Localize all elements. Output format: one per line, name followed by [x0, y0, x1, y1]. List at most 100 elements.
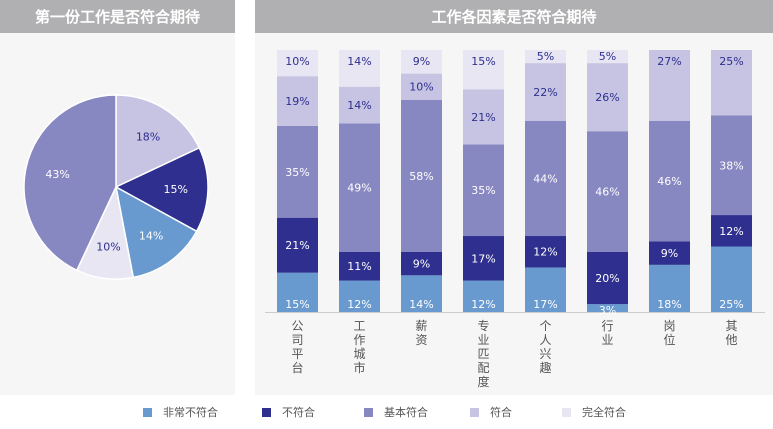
bar-value-label: 35%	[285, 166, 309, 179]
bar-segment-符合	[525, 63, 566, 121]
bar-segment-符合	[339, 86, 380, 124]
x-tick-label: 兴	[539, 347, 551, 361]
bar-segment-完全符合	[587, 50, 628, 64]
x-tick-label: 行	[601, 319, 613, 333]
bar-value-label: 12%	[471, 298, 495, 311]
legend-item: 符合	[470, 404, 512, 420]
x-tick-label: 城	[353, 347, 365, 361]
legend-swatch	[562, 407, 571, 417]
x-tick-label: 岗	[663, 319, 675, 333]
bar-value-label: 14%	[347, 55, 371, 68]
x-tick-label: 度	[477, 374, 489, 389]
bar-segment-非常不符合	[525, 267, 566, 312]
legend-swatch	[262, 407, 271, 417]
bar-value-label: 25%	[719, 298, 743, 311]
bar-value-label: 9%	[661, 247, 678, 260]
bar-value-label: 27%	[657, 55, 681, 68]
bar-value-label: 17%	[533, 298, 557, 311]
x-tick-label: 个	[539, 319, 551, 333]
bar-segment-符合	[587, 63, 628, 132]
bar-value-label: 25%	[719, 55, 743, 68]
bar-value-label: 21%	[471, 111, 495, 124]
bar-value-label: 38%	[719, 159, 743, 172]
bar-segment-非常不符合	[711, 246, 752, 312]
bar-value-label: 10%	[285, 55, 309, 68]
bar-segment-非常不符合	[649, 264, 690, 312]
bar-segment-基本符合	[463, 144, 504, 237]
legend: 非常不符合 不符合 基本符合 符合 完全符合	[0, 404, 773, 424]
x-tick-label: 市	[353, 360, 365, 375]
x-tick-label: 资	[415, 333, 427, 347]
bar-value-label: 14%	[347, 99, 371, 112]
bar-value-label: 49%	[347, 182, 371, 195]
bar-segment-不符合	[649, 241, 690, 265]
bar-segment-符合	[649, 50, 690, 121]
bar-value-label: 22%	[533, 86, 557, 99]
bar-segment-基本符合	[649, 120, 690, 242]
bar-segment-不符合	[587, 251, 628, 305]
bar-value-label: 18%	[657, 298, 681, 311]
bar-segment-不符合	[463, 236, 504, 281]
legend-swatch	[364, 407, 373, 417]
x-tick-label: 位	[663, 332, 675, 347]
bar-segment-符合	[463, 89, 504, 145]
pie-label: 18%	[136, 131, 160, 144]
pie-slice-基本符合	[23, 94, 117, 272]
pie-label: 15%	[164, 183, 188, 196]
bar-value-label: 5%	[537, 50, 554, 63]
bar-value-label: 17%	[471, 252, 495, 265]
bar-segment-基本符合	[401, 99, 442, 252]
legend-label: 基本符合	[384, 406, 428, 419]
legend-item: 非常不符合	[143, 404, 218, 420]
pie-slice-非常不符合	[114, 185, 198, 279]
x-tick-label: 他	[725, 333, 737, 347]
bar-value-label: 46%	[657, 175, 681, 188]
x-tick-label: 工	[353, 319, 365, 333]
bar-value-label: 19%	[285, 95, 309, 108]
bar-segment-不符合	[277, 217, 318, 273]
legend-item: 完全符合	[562, 404, 626, 420]
bar-segment-非常不符合	[463, 280, 504, 312]
bar-segment-完全符合	[401, 50, 442, 74]
legend-label: 非常不符合	[163, 406, 218, 419]
bar-value-label: 12%	[719, 225, 743, 238]
bar-value-label: 21%	[285, 239, 309, 252]
bar-value-label: 46%	[595, 185, 619, 198]
bar-value-label: 12%	[347, 298, 371, 311]
bar-segment-基本符合	[339, 123, 380, 252]
x-tick-label: 匹	[477, 347, 489, 361]
x-tick-label: 平	[291, 347, 303, 361]
pie-slice-符合	[115, 94, 201, 189]
bar-value-label: 11%	[347, 260, 371, 273]
bar-value-label: 58%	[409, 170, 433, 183]
bar-segment-不符合	[401, 251, 442, 276]
pie-chart-title: 第一份工作是否符合期待	[0, 0, 235, 33]
bar-value-label: 10%	[409, 81, 433, 94]
bar-segment-非常不符合	[277, 272, 318, 312]
legend-label: 符合	[490, 406, 512, 419]
bar-segment-完全符合	[277, 50, 318, 77]
bar-segment-基本符合	[587, 131, 628, 252]
pie-label: 14%	[139, 229, 163, 242]
bar-value-label: 26%	[595, 91, 619, 104]
legend-item: 不符合	[262, 404, 315, 420]
pie-slice-不符合	[114, 146, 209, 233]
bar-segment-符合	[711, 50, 752, 116]
bar-value-label: 14%	[409, 298, 433, 311]
bar-segment-不符合	[525, 236, 566, 268]
bar-segment-不符合	[711, 215, 752, 247]
x-tick-label: 业	[477, 333, 489, 347]
bar-value-label: 20%	[595, 272, 619, 285]
bar-segment-符合	[277, 76, 318, 126]
x-tick-label: 台	[291, 360, 303, 375]
x-tick-label: 趣	[539, 360, 551, 375]
bar-value-label: 3%	[599, 304, 616, 317]
legend-swatch	[470, 407, 479, 417]
bar-value-label: 44%	[533, 172, 557, 185]
x-tick-label: 业	[601, 333, 613, 347]
bar-segment-完全符合	[525, 50, 566, 64]
x-tick-label: 其	[725, 319, 737, 333]
bar-segment-符合	[401, 73, 442, 100]
bar-segment-完全符合	[463, 50, 504, 90]
